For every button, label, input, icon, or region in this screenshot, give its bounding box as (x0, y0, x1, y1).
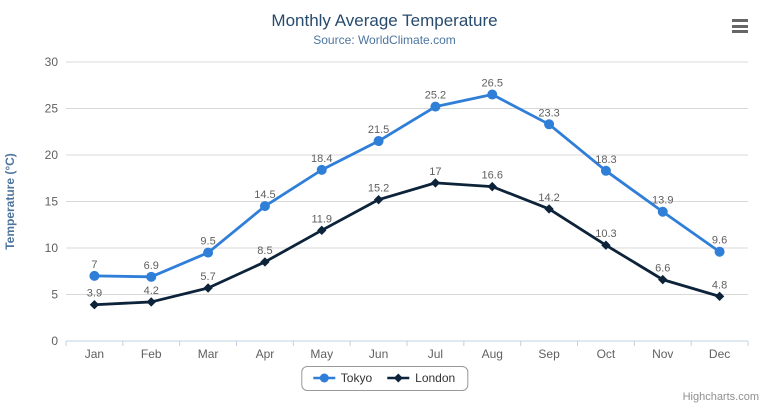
hamburger-bar (732, 30, 748, 33)
legend-item-tokyo[interactable]: Tokyo (312, 371, 372, 385)
legend-item-london[interactable]: London (386, 371, 455, 385)
y-tick-label-20: 20 (45, 148, 59, 162)
tokyo-data-label-aug: 26.5 (482, 78, 503, 90)
tokyo-point-jun[interactable] (373, 136, 384, 147)
london-data-label-feb: 4.2 (144, 285, 159, 297)
legend: Tokyo London (300, 366, 469, 391)
y-tick-label-25: 25 (45, 102, 59, 116)
london-data-label-oct: 10.3 (595, 228, 616, 240)
london-data-label-dec: 4.8 (712, 279, 727, 291)
tokyo-point-sep[interactable] (544, 119, 555, 130)
london-data-label-jul: 17 (429, 166, 441, 178)
legend-label-london: London (415, 371, 456, 385)
x-tick-label-apr: Apr (256, 347, 275, 361)
tokyo-point-jul[interactable] (430, 101, 441, 112)
london-legend-marker-icon (387, 373, 410, 383)
tokyo-point-aug[interactable] (487, 89, 498, 100)
london-data-label-sep: 14.2 (538, 192, 559, 204)
tokyo-point-dec[interactable] (714, 246, 725, 257)
tokyo-data-label-dec: 9.6 (712, 235, 727, 247)
london-point-dec[interactable] (714, 291, 725, 302)
london-series-line (93, 181, 721, 307)
tokyo-legend-marker-icon (312, 373, 335, 383)
x-tick-label-may: May (310, 347, 333, 361)
london-point-may[interactable] (317, 225, 327, 236)
london-point-jul[interactable] (430, 178, 441, 188)
y-axis-title: Temperature (°C) (3, 153, 17, 250)
x-tick-label-mar: Mar (198, 347, 219, 361)
london-point-nov[interactable] (658, 274, 668, 285)
tokyo-data-label-sep: 23.3 (538, 107, 559, 119)
london-point-jan[interactable] (89, 300, 100, 310)
london-point-feb[interactable] (146, 297, 156, 307)
london-point-oct[interactable] (601, 240, 611, 250)
tokyo-point-may[interactable] (316, 164, 327, 175)
x-tick-label-dec: Dec (709, 347, 730, 361)
tokyo-data-label-oct: 18.3 (595, 154, 616, 166)
y-tick-label-30: 30 (45, 55, 59, 69)
legend-label-tokyo: Tokyo (340, 371, 373, 385)
london-point-sep[interactable] (544, 204, 554, 214)
x-tick-label-aug: Aug (482, 347, 503, 361)
london-data-label-mar: 5.7 (200, 271, 215, 283)
tokyo-point-apr[interactable] (259, 201, 270, 212)
london-point-jun[interactable] (373, 194, 384, 205)
hamburger-bar (732, 24, 748, 28)
tokyo-data-label-jun: 21.5 (368, 124, 389, 136)
credits-link[interactable]: Highcharts.com (682, 391, 759, 403)
x-tick-label-jun: Jun (369, 347, 388, 361)
x-tick-label-feb: Feb (141, 347, 162, 361)
x-tick-label-oct: Oct (597, 347, 616, 361)
tokyo-point-nov[interactable] (657, 206, 668, 217)
tokyo-data-label-feb: 6.9 (144, 260, 159, 272)
tokyo-point-oct[interactable] (600, 165, 611, 176)
y-tick-label-0: 0 (51, 334, 58, 348)
y-tick-label-15: 15 (45, 195, 59, 209)
london-point-mar[interactable] (203, 283, 213, 293)
y-tick-label-5: 5 (51, 288, 58, 302)
tokyo-data-label-may: 18.4 (311, 153, 332, 165)
chart-subtitle: Source: WorldClimate.com (313, 33, 456, 47)
london-data-label-apr: 8.5 (257, 245, 272, 257)
london-data-label-jan: 3.9 (87, 288, 102, 300)
london-point-apr[interactable] (260, 257, 270, 267)
tokyo-data-label-jul: 25.2 (425, 90, 446, 102)
london-data-label-nov: 6.6 (655, 263, 670, 275)
tokyo-point-feb[interactable] (146, 271, 157, 282)
x-tick-label-nov: Nov (652, 347, 673, 361)
x-tick-label-jan: Jan (85, 347, 104, 361)
hamburger-menu-icon[interactable] (732, 19, 749, 33)
tokyo-data-label-apr: 14.5 (254, 189, 275, 201)
tokyo-data-label-nov: 13.9 (652, 195, 673, 207)
tokyo-point-mar[interactable] (203, 247, 214, 258)
tokyo-data-label-jan: 7 (91, 259, 97, 271)
london-data-label-aug: 16.6 (482, 170, 503, 182)
tokyo-point-jan[interactable] (89, 270, 100, 281)
y-tick-label-10: 10 (45, 241, 59, 255)
london-point-aug[interactable] (487, 181, 497, 192)
chart-title: Monthly Average Temperature (271, 11, 498, 30)
tokyo-data-label-mar: 9.5 (200, 236, 215, 248)
london-data-label-may: 11.9 (311, 213, 332, 225)
tokyo-series-line (93, 93, 721, 279)
london-data-label-jun: 15.2 (368, 183, 389, 195)
x-tick-label-jul: Jul (428, 347, 443, 361)
hamburger-bar (732, 19, 748, 22)
x-tick-label-sep: Sep (538, 347, 560, 361)
